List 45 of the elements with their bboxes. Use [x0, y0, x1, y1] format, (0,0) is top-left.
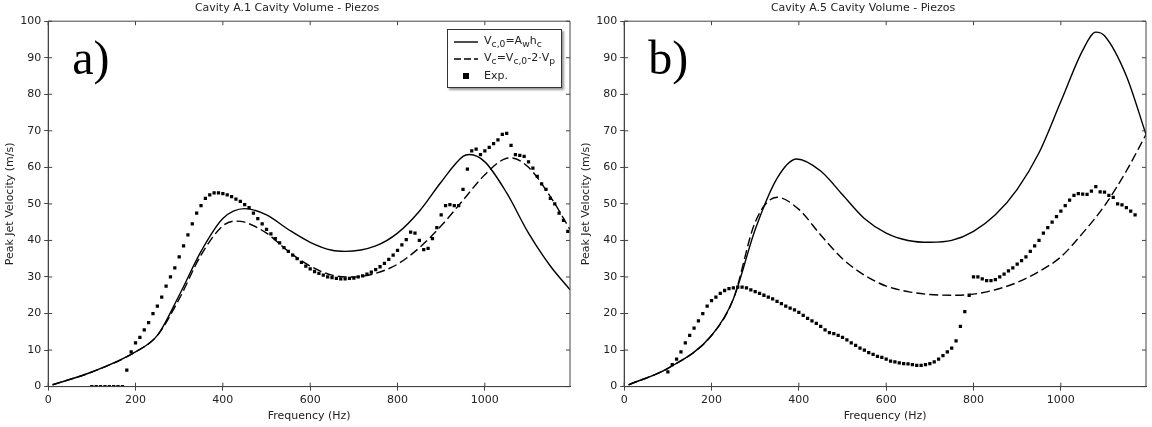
x-tick-label: 800: [963, 393, 985, 407]
legend-label: V$_{c,0}$=A$_{w}$h$_{c}$: [484, 34, 542, 50]
y-tick-label: 20: [27, 306, 42, 320]
x-tick-label: 600: [299, 393, 321, 407]
x-tick-label: 400: [212, 393, 234, 407]
legend-label: Exp.: [484, 69, 509, 83]
y-tick-label: 80: [603, 87, 618, 101]
x-tick-label: 200: [125, 393, 147, 407]
annotation: a): [72, 30, 110, 85]
y-tick-label: 50: [603, 196, 618, 210]
x-tick-label: 400: [788, 393, 810, 407]
y-axis-title: Peak Jet Velocity (m/s): [579, 142, 593, 266]
y-tick-label: 10: [27, 342, 42, 356]
y-tick-label: 30: [603, 269, 618, 283]
y-tick-label: 40: [27, 233, 42, 247]
y-tick-label: 10: [603, 342, 618, 356]
y-tick-label: 80: [27, 87, 42, 101]
x-tick-label: 600: [875, 393, 897, 407]
y-tick-label: 60: [603, 160, 618, 174]
chart-title: Cavity A.5 Cavity Volume - Piezos: [770, 1, 956, 15]
y-tick-label: 90: [603, 50, 618, 64]
x-axis-title: Frequency (Hz): [843, 409, 927, 423]
y-tick-label: 60: [27, 160, 42, 174]
x-tick-label: 800: [387, 393, 409, 407]
annotation: b): [648, 30, 689, 85]
x-tick-label: 0: [44, 393, 52, 407]
legend-label: V$_{c}$=V$_{c,0}$-2·V$_{p}$: [484, 51, 555, 67]
y-tick-label: 0: [34, 379, 42, 393]
y-tick-label: 100: [596, 14, 618, 28]
y-axis-title: Peak Jet Velocity (m/s): [3, 142, 17, 266]
x-tick-label: 0: [620, 393, 628, 407]
y-tick-label: 70: [27, 123, 42, 137]
y-tick-label: 90: [27, 50, 42, 64]
y-tick-label: 20: [603, 306, 618, 320]
y-tick-label: 30: [27, 269, 42, 283]
y-tick-label: 70: [603, 123, 618, 137]
x-tick-label: 1000: [470, 393, 499, 407]
y-tick-label: 50: [27, 196, 42, 210]
x-axis-title: Frequency (Hz): [267, 409, 351, 423]
y-tick-label: 100: [20, 14, 42, 28]
chart-title: Cavity A.1 Cavity Volume - Piezos: [194, 1, 380, 15]
x-tick-label: 1000: [1046, 393, 1075, 407]
y-tick-label: 0: [610, 379, 618, 393]
x-tick-label: 200: [701, 393, 723, 407]
y-tick-label: 40: [603, 233, 618, 247]
